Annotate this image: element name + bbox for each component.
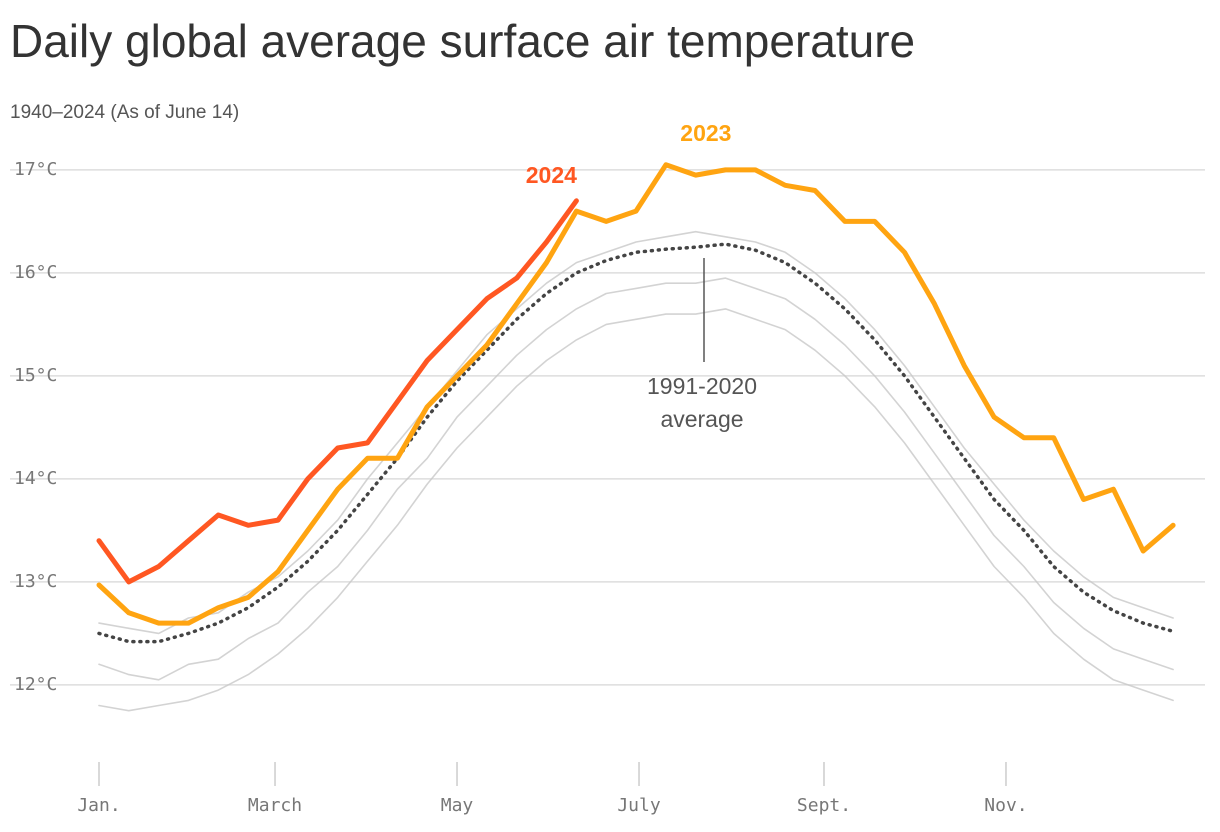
series-label: 2024 [526,162,577,188]
x-tick-label: May [441,795,474,816]
annotation: average [660,406,743,432]
annotation: 1991-2020 [647,373,757,399]
background-line [98,230,1174,635]
x-tick-label: Jan. [77,795,120,816]
y-tick-label: 16°C [14,262,57,283]
background-line [98,277,1174,681]
background-line [98,308,1174,712]
x-tick-label: Nov. [984,795,1027,816]
x-tick-label: March [248,795,302,816]
series-line [96,162,1176,626]
y-tick-label: 14°C [14,468,57,489]
x-tick-label: July [617,795,661,816]
y-tick-label: 17°C [14,159,57,180]
average-line [97,242,1175,644]
chart-subtitle: 1940–2024 (As of June 14) [10,102,239,123]
series-line [96,198,579,585]
chart-title: Daily global average surface air tempera… [10,15,915,67]
y-tick-label: 15°C [14,365,57,386]
x-tick-label: Sept. [797,795,851,816]
y-tick-label: 12°C [14,674,57,695]
series-label: 2023 [680,120,731,146]
y-tick-label: 13°C [14,571,57,592]
